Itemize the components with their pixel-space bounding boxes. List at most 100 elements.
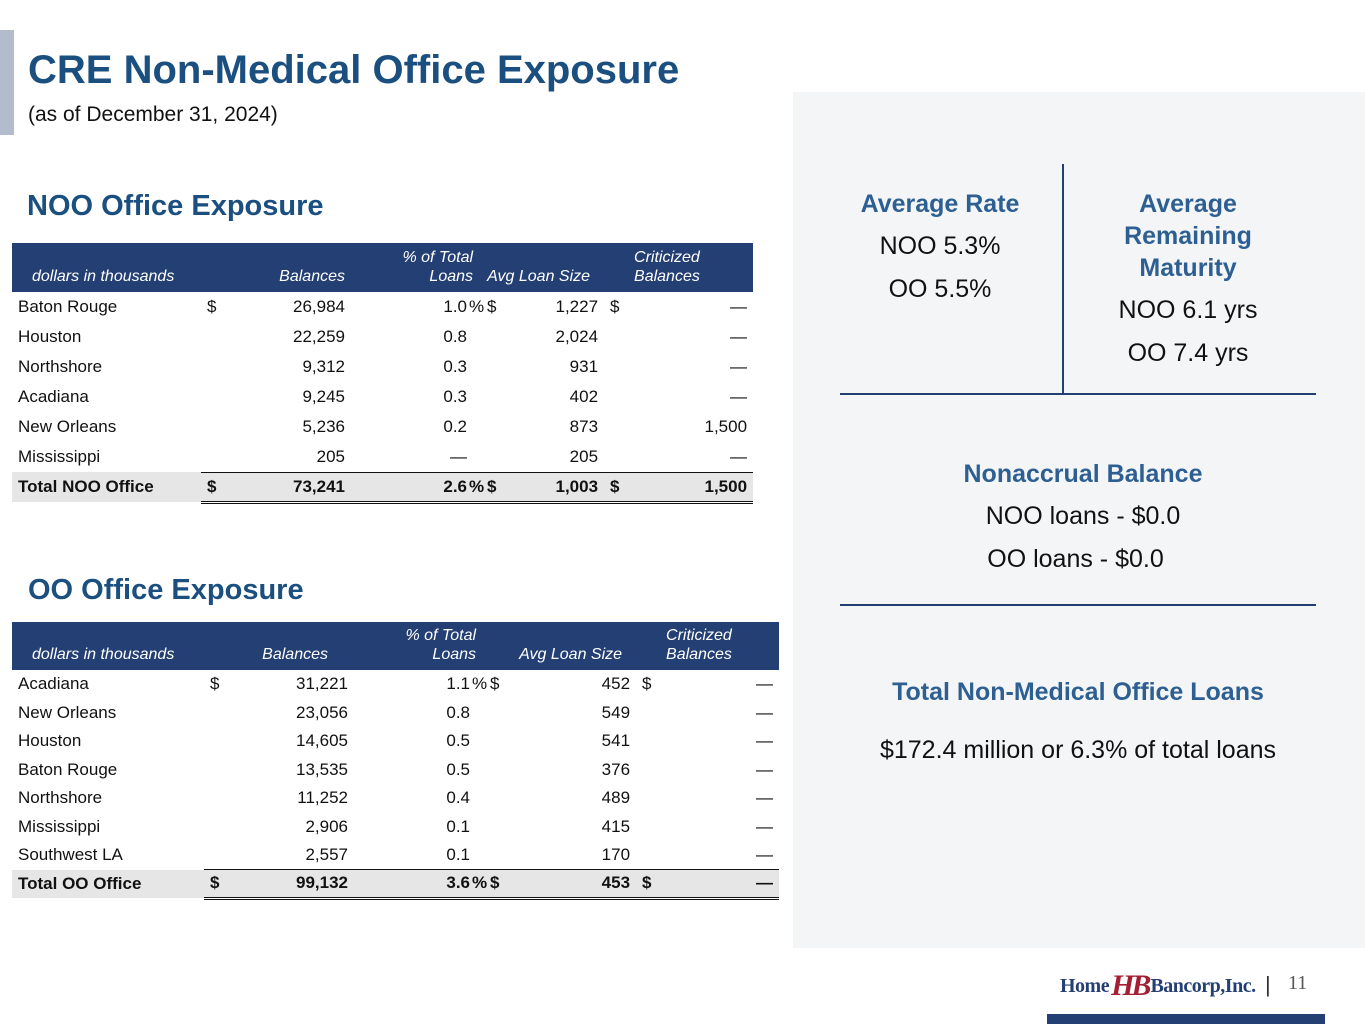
balance-value: 2,906: [305, 816, 348, 836]
logo-hb-mark: HB: [1111, 969, 1151, 1002]
total-row: Total NOO Office $73,241 2.6% $1,003 $1,500: [12, 471, 754, 504]
page-subtitle: (as of December 31, 2024): [28, 103, 278, 126]
pct-symbol: [472, 699, 484, 728]
criticized-value: —: [756, 816, 774, 836]
total-row: Total OO Office $99,132 3.6% $453 $ —: [12, 869, 780, 900]
row-label: Baton Rouge: [18, 759, 118, 779]
balance-value: 31,221: [296, 674, 348, 694]
currency-symbol: [204, 699, 222, 728]
pct-symbol: [472, 727, 484, 756]
criticized-value: —: [730, 297, 748, 316]
nonaccrual-oo: OO loans - $0.0: [987, 545, 1164, 573]
criticized-value: —: [654, 841, 780, 870]
footer-accent-bar: [1047, 1014, 1325, 1024]
balance-value: 13,535: [296, 759, 348, 779]
criticized-value: —: [730, 387, 748, 406]
avg-loan-value: 931: [569, 357, 599, 376]
currency-symbol: [201, 382, 219, 412]
avg-loan-value: 170: [502, 841, 637, 870]
table-row: Northshore 9,312 0.3 931 —: [12, 352, 753, 382]
pct-symbol: [469, 442, 482, 473]
balance-value: 99,132: [222, 869, 354, 900]
kpi-divider-horizontal-2: [840, 604, 1316, 606]
oo-section-title: OO Office Exposure: [28, 574, 304, 606]
row-label: Houston: [18, 327, 82, 346]
criticized-value: —: [622, 442, 754, 473]
pct-value: 1.0: [443, 297, 467, 316]
avg-loan-value: 402: [569, 387, 599, 406]
balance-value: 9,245: [302, 387, 345, 406]
col-pct-header: % of Total Loans: [354, 622, 485, 670]
pct-symbol: %: [472, 869, 487, 900]
average-maturity-heading-1: Average: [1139, 190, 1237, 218]
currency-symbol: [484, 727, 502, 756]
pct-symbol: %: [469, 297, 485, 316]
company-logo: Home HB Bancorp,Inc.: [1060, 968, 1256, 1004]
pct-value: 1.1: [446, 674, 470, 694]
currency-symbol: $: [207, 297, 217, 316]
criticized-value: —: [756, 788, 774, 808]
pct-symbol: [472, 784, 484, 813]
currency-symbol: $: [204, 869, 222, 900]
currency-symbol: [484, 841, 503, 870]
currency-symbol: [604, 352, 622, 382]
pct-value: 0.3: [443, 357, 467, 376]
noo-section-title: NOO Office Exposure: [27, 190, 324, 222]
table-row: Baton Rouge 13,535 0.5 376 —: [12, 756, 779, 785]
col-balances-header: Balances: [219, 243, 351, 292]
summary-panel: [793, 92, 1365, 948]
currency-symbol: [636, 784, 654, 813]
currency-symbol: $: [490, 674, 500, 694]
criticized-header-line2: Balances: [666, 646, 732, 663]
avg-loan-value: 2,024: [555, 327, 599, 346]
criticized-value: —: [756, 674, 774, 694]
currency-symbol: [201, 352, 219, 382]
noo-office-table: dollars in thousands Balances % of Total…: [12, 243, 754, 504]
avg-loan-value: 541: [601, 731, 631, 751]
col-balances-header: Balances: [222, 622, 354, 670]
pct-value: 0.2: [443, 417, 467, 436]
pct-symbol: [472, 841, 485, 870]
total-loans-value: $172.4 million or 6.3% of total loans: [879, 736, 1277, 764]
currency-symbol: $: [604, 471, 623, 504]
currency-symbol: $: [610, 297, 620, 316]
col-criticized-header: Criticized Balances: [654, 622, 780, 670]
col-label-header: dollars in thousands: [12, 243, 201, 292]
avg-loan-value: 452: [601, 674, 631, 694]
table-row: New Orleans 5,236 0.2 873 1,500: [12, 412, 753, 442]
logo-bancorp-text: Bancorp,Inc.: [1150, 974, 1256, 997]
criticized-value: 1,500: [622, 471, 754, 504]
currency-symbol: $: [481, 471, 500, 504]
pct-symbol: %: [469, 471, 484, 504]
row-label: Northshore: [18, 357, 103, 376]
table-row: Mississippi 2,906 0.1 415 —: [12, 813, 779, 842]
currency-symbol: $: [636, 869, 655, 900]
pct-symbol: %: [472, 674, 488, 694]
pct-symbol: [469, 382, 481, 412]
pct-symbol: [472, 756, 484, 785]
col-pct-header: % of Total Loans: [351, 243, 482, 292]
currency-symbol: [604, 442, 623, 473]
row-label: Baton Rouge: [18, 297, 118, 316]
criticized-value: 1,500: [704, 417, 748, 436]
page-number: 11: [1288, 972, 1308, 994]
col-label-header: dollars in thousands: [12, 622, 204, 670]
page-title: CRE Non-Medical Office Exposure: [28, 48, 680, 92]
average-rate-heading: Average Rate: [860, 190, 1020, 218]
row-label: Mississippi: [18, 447, 101, 466]
balance-value: 5,236: [302, 417, 345, 436]
criticized-value: —: [730, 357, 748, 376]
table-row: Acadiana $31,221 1.1% $452 $ —: [12, 670, 779, 699]
average-rate-block: Average Rate NOO 5.3% OO 5.5%: [840, 188, 1040, 311]
avg-loan-value: 873: [569, 417, 599, 436]
currency-symbol: $: [484, 869, 503, 900]
average-maturity-noo: NOO 6.1 yrs: [1118, 296, 1258, 324]
average-maturity-heading-3: Maturity: [1139, 254, 1237, 282]
nonaccrual-heading: Nonaccrual Balance: [963, 460, 1203, 488]
row-label: Mississippi: [18, 816, 101, 836]
logo-home-text: Home: [1060, 974, 1110, 997]
avg-loan-value: 1,227: [555, 297, 599, 316]
row-label: Acadiana: [18, 387, 89, 406]
criticized-header-line1: Criticized: [634, 249, 700, 266]
currency-symbol: [604, 412, 622, 442]
